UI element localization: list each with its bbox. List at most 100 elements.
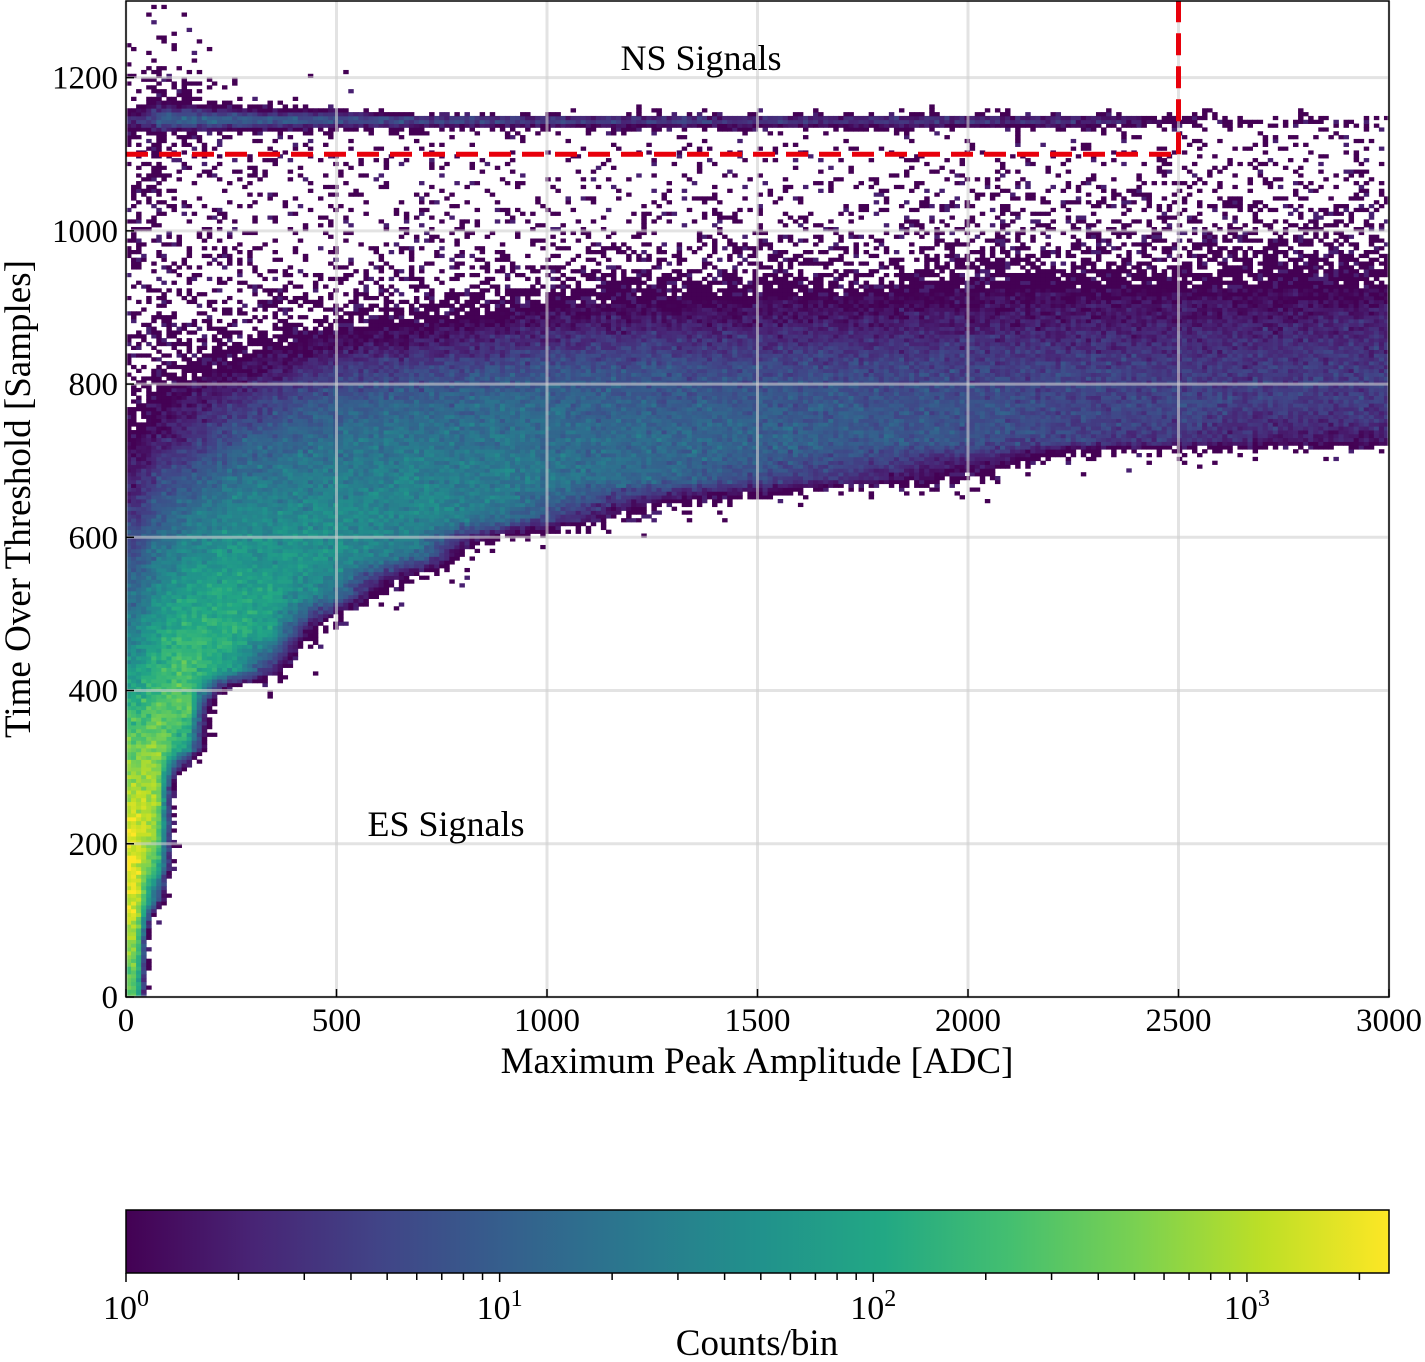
heatmap-bin [151, 319, 156, 323]
heatmap-bin [131, 683, 136, 687]
heatmap-bin [146, 507, 151, 511]
heatmap-bin [141, 752, 146, 756]
heatmap-bin [141, 805, 146, 809]
heatmap-bin [131, 809, 136, 813]
heatmap-bin [171, 683, 176, 687]
heatmap-bin [146, 296, 151, 300]
heatmap-bin [182, 706, 187, 710]
heatmap-bin [141, 258, 146, 262]
heatmap-bin [161, 564, 166, 568]
heatmap-bin [166, 564, 171, 568]
heatmap-bin [141, 782, 146, 786]
heatmap-bin [156, 419, 161, 423]
heatmap-bin [177, 583, 182, 587]
heatmap-bin [182, 637, 187, 641]
heatmap-bin [146, 909, 151, 913]
heatmap-bin [166, 235, 171, 239]
heatmap-bin [131, 135, 136, 139]
heatmap-bin [151, 507, 156, 511]
heatmap-bin [182, 622, 187, 626]
heatmap-bin [166, 859, 171, 863]
heatmap-bin [182, 491, 187, 495]
heatmap-bin [171, 430, 176, 434]
heatmap-bin [182, 553, 187, 557]
heatmap-bin [177, 430, 182, 434]
heatmap-bin [151, 545, 156, 549]
heatmap-bin [166, 438, 171, 442]
heatmap-bin [177, 327, 182, 331]
heatmap-bin [156, 476, 161, 480]
heatmap-bin [161, 867, 166, 871]
heatmap-bin [151, 216, 156, 220]
heatmap-bin [171, 510, 176, 514]
heatmap-bin [146, 629, 151, 633]
heatmap-bin [166, 798, 171, 802]
heatmap-bin [177, 461, 182, 465]
heatmap-bin [131, 637, 136, 641]
heatmap-bin [131, 587, 136, 591]
heatmap-bin [177, 468, 182, 472]
heatmap-bin [151, 828, 156, 832]
heatmap-bin [161, 583, 166, 587]
heatmap-bin [177, 599, 182, 603]
heatmap-bin [146, 564, 151, 568]
heatmap-bin [151, 809, 156, 813]
heatmap-bin [161, 399, 166, 403]
heatmap-bin [166, 851, 171, 855]
heatmap-bin [156, 461, 161, 465]
heatmap-bin [141, 894, 146, 898]
heatmap-bin [182, 143, 187, 147]
heatmap-bin [131, 786, 136, 790]
heatmap-bin [141, 648, 146, 652]
heatmap-bin [146, 488, 151, 492]
heatmap-bin [171, 599, 176, 603]
heatmap-bin [146, 805, 151, 809]
heatmap-bin [136, 821, 141, 825]
heatmap-bin [136, 300, 141, 304]
heatmap-bin [171, 407, 176, 411]
heatmap-bin [151, 794, 156, 798]
heatmap-bin [161, 242, 166, 246]
heatmap-bin [146, 664, 151, 668]
heatmap-bin [131, 392, 136, 396]
heatmap-bin [166, 828, 171, 832]
heatmap-bin [171, 438, 176, 442]
heatmap-bin [136, 407, 141, 411]
heatmap-bin [161, 323, 166, 327]
heatmap-bin [166, 327, 171, 331]
heatmap-bin [166, 832, 171, 836]
heatmap-bin [182, 445, 187, 449]
heatmap-bin [151, 472, 156, 476]
heatmap-bin [156, 648, 161, 652]
heatmap-bin [146, 323, 151, 327]
heatmap-bin [141, 376, 146, 380]
heatmap-bin [156, 790, 161, 794]
heatmap-bin [131, 974, 136, 978]
heatmap-bin [141, 974, 146, 978]
heatmap-bin [182, 541, 187, 545]
heatmap-bin [131, 828, 136, 832]
heatmap-bin [146, 97, 151, 101]
heatmap-bin [177, 641, 182, 645]
heatmap-bin [156, 131, 161, 135]
heatmap-bin [182, 668, 187, 672]
heatmap-bin [182, 717, 187, 721]
heatmap-bin [141, 568, 146, 572]
heatmap-bin [177, 66, 182, 70]
heatmap-bin [141, 928, 146, 932]
heatmap-bin [166, 786, 171, 790]
heatmap-bin [177, 392, 182, 396]
heatmap-bin [146, 587, 151, 591]
heatmap-bin [156, 373, 161, 377]
heatmap-bin [171, 461, 176, 465]
heatmap-bin [182, 564, 187, 568]
heatmap-bin [161, 403, 166, 407]
heatmap-bin [131, 476, 136, 480]
heatmap-bin [146, 200, 151, 204]
heatmap-bin [131, 859, 136, 863]
heatmap-bin [182, 150, 187, 154]
heatmap-bin [166, 461, 171, 465]
heatmap-bin [151, 610, 156, 614]
heatmap-bin [166, 782, 171, 786]
heatmap-bin [131, 618, 136, 622]
